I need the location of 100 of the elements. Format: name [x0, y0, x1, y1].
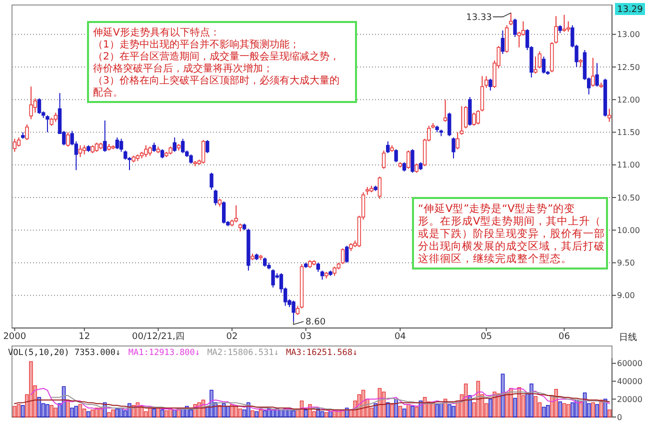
bar: [271, 410, 275, 418]
x-tick-label: 02: [226, 332, 238, 342]
bar: [304, 410, 308, 418]
bar: [542, 406, 546, 418]
bar: [504, 392, 509, 418]
bar: [107, 412, 111, 418]
annotation: （1）走势中出现的平台并不影响其预测功能；: [93, 38, 300, 50]
y-tick-label: 10.50: [617, 193, 640, 202]
bar: [86, 411, 90, 418]
bar: [587, 403, 591, 418]
bar: [45, 404, 50, 418]
bar: [349, 410, 353, 418]
x-tick-label: 12: [78, 332, 90, 342]
y-tick-label: 20000: [617, 394, 642, 404]
bar: [574, 400, 579, 418]
text: 13.29: [617, 5, 644, 16]
bar: [394, 398, 398, 418]
bar: [50, 405, 54, 418]
text: MA2:15806.531↓: [207, 348, 279, 358]
bar: [242, 410, 246, 418]
bar: [41, 403, 46, 418]
y-tick-label: 11.00: [617, 160, 640, 170]
text: 日线: [619, 332, 637, 344]
annotation: （2）在平台区营造期间，成交量一般会呈现缩减之势，待价格突破平台后，成交量将再次增加；: [93, 50, 340, 74]
bar: [546, 405, 550, 418]
bar: [20, 405, 25, 418]
bar: [29, 361, 33, 418]
bar: [74, 406, 78, 418]
bar: [168, 408, 172, 418]
bar: [164, 410, 168, 418]
x-tick-label: 06: [558, 332, 570, 342]
bar: [115, 408, 120, 418]
x-tick-label: 00/12/21,四: [132, 332, 184, 342]
line-series: [30, 388, 610, 412]
bar: [521, 395, 526, 418]
bar: [262, 410, 267, 418]
bar: [54, 408, 58, 418]
bar: [90, 410, 94, 418]
bar: [258, 410, 263, 418]
bar: [452, 406, 456, 418]
bar: [538, 402, 542, 418]
candlestick: [500, 30, 505, 54]
bar: [374, 403, 378, 418]
bar: [608, 410, 612, 418]
bar: [66, 400, 70, 418]
x-tick-label: 2000: [3, 332, 26, 342]
bar: [390, 404, 394, 418]
bar: [402, 408, 406, 418]
bar: [530, 384, 534, 418]
bar: [12, 406, 16, 418]
bar: [226, 406, 230, 418]
bar: [386, 402, 390, 418]
bar: [525, 393, 530, 418]
x-tick-label: 04: [394, 332, 406, 342]
line-series: [14, 393, 610, 410]
x-tick-label: 03: [300, 332, 312, 342]
bar: [292, 410, 296, 418]
candlestick: [54, 112, 58, 122]
bar: [82, 408, 86, 418]
annotation: （3）价格在向上突破平台区顶部时，必须有大成大量的配合。: [93, 74, 340, 98]
bar: [562, 403, 566, 418]
y-tick-label: 12.00: [617, 95, 640, 104]
bar: [111, 410, 115, 418]
bar: [410, 406, 414, 418]
annotation: 13.33: [466, 12, 492, 23]
bar: [254, 411, 259, 418]
bar: [16, 404, 21, 418]
y-tick-label: 60000: [617, 359, 642, 368]
bar: [472, 402, 476, 418]
bar: [33, 385, 37, 418]
bar: [152, 408, 156, 418]
x-tick-label: 05: [480, 332, 492, 342]
bar: [591, 402, 595, 418]
bar: [238, 408, 242, 418]
bar: [160, 410, 164, 418]
bar: [172, 410, 176, 418]
bar: [488, 398, 492, 418]
bar: [123, 410, 128, 418]
bar: [439, 403, 444, 418]
bar: [234, 406, 238, 418]
bar: [435, 404, 440, 418]
bar: [448, 404, 452, 418]
bar: [70, 408, 74, 418]
bar: [406, 404, 410, 418]
line-series: [50, 391, 610, 410]
y-tick-label: 0: [617, 412, 622, 422]
bar: [484, 403, 488, 418]
bar: [144, 411, 148, 418]
bar: [78, 404, 82, 418]
annotation: 伸延V形走势具有以下特点：: [93, 26, 220, 38]
bar: [414, 406, 419, 418]
bar: [534, 396, 538, 418]
bar: [24, 394, 29, 418]
y-tick-label: 9.00: [617, 291, 635, 300]
candlestick: [566, 20, 570, 32]
text: VOL(5,10,20) 7353.000↓: [8, 348, 121, 358]
bar: [558, 401, 562, 418]
bar: [320, 411, 324, 418]
text: MA1:12913.800↓: [128, 348, 200, 358]
bar: [250, 410, 254, 418]
